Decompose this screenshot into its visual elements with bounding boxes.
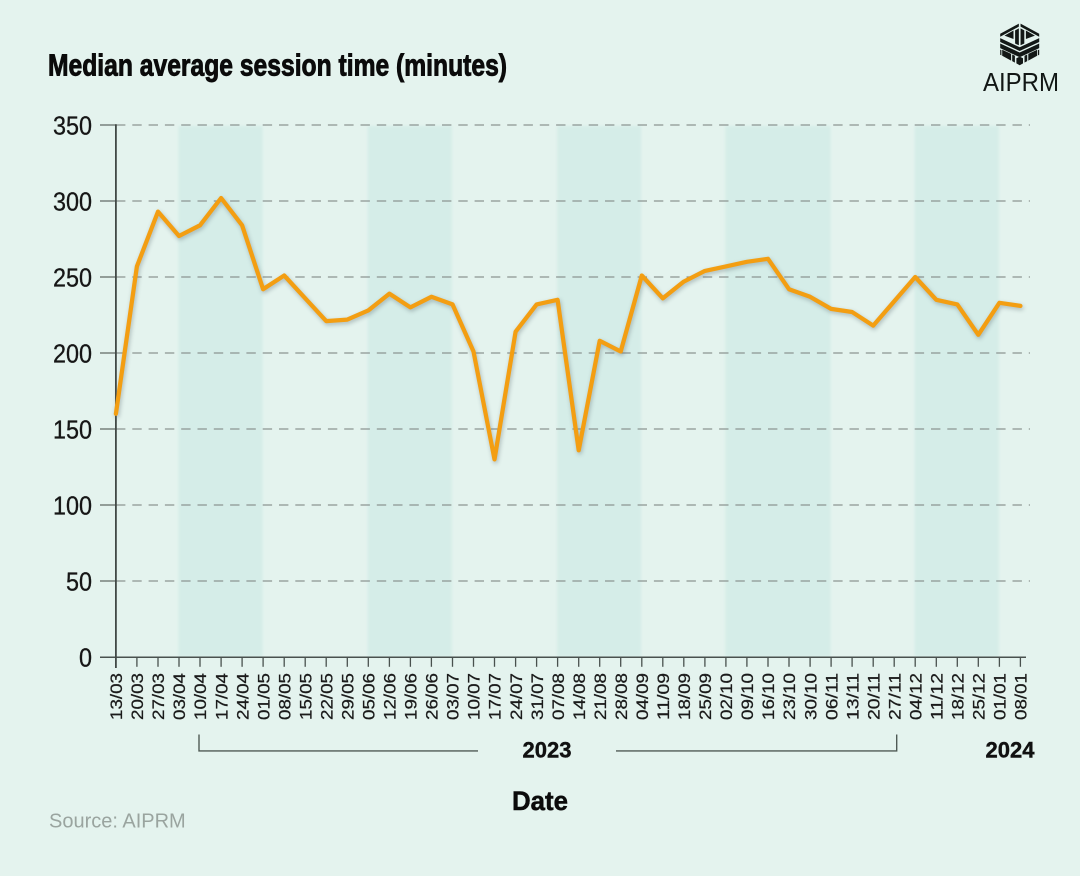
svg-text:250: 250: [53, 263, 92, 293]
svg-text:06/11: 06/11: [822, 673, 841, 720]
svg-text:24/04: 24/04: [233, 673, 252, 720]
svg-text:100: 100: [53, 491, 92, 521]
svg-text:21/08: 21/08: [591, 673, 610, 720]
svg-text:200: 200: [53, 339, 92, 369]
svg-text:25/12: 25/12: [970, 673, 989, 720]
svg-text:22/05: 22/05: [317, 673, 336, 720]
svg-text:350: 350: [53, 111, 92, 141]
svg-text:04/12: 04/12: [906, 673, 925, 720]
svg-text:20/03: 20/03: [128, 673, 147, 720]
svg-text:0: 0: [79, 643, 92, 673]
svg-text:31/07: 31/07: [528, 673, 547, 720]
svg-text:18/12: 18/12: [949, 673, 968, 720]
svg-text:29/05: 29/05: [339, 673, 358, 720]
svg-text:15/05: 15/05: [296, 673, 315, 720]
svg-text:07/08: 07/08: [549, 673, 568, 720]
svg-text:01/01: 01/01: [991, 673, 1010, 720]
svg-text:19/06: 19/06: [402, 673, 421, 720]
svg-text:14/08: 14/08: [570, 673, 589, 720]
svg-text:13/11: 13/11: [843, 673, 862, 720]
svg-text:05/06: 05/06: [360, 673, 379, 720]
svg-text:2023: 2023: [523, 737, 572, 762]
svg-text:300: 300: [53, 187, 92, 217]
svg-text:17/07: 17/07: [486, 673, 505, 720]
svg-text:08/05: 08/05: [275, 673, 294, 720]
svg-text:18/09: 18/09: [675, 673, 694, 720]
svg-text:24/07: 24/07: [507, 673, 526, 720]
svg-text:150: 150: [53, 415, 92, 445]
svg-text:09/10: 09/10: [738, 673, 757, 720]
svg-text:08/01: 08/01: [1012, 673, 1031, 720]
svg-text:25/09: 25/09: [696, 673, 715, 720]
svg-text:20/11: 20/11: [864, 673, 883, 720]
svg-text:16/10: 16/10: [759, 673, 778, 720]
svg-text:01/05: 01/05: [254, 673, 273, 720]
svg-text:13/03: 13/03: [107, 673, 126, 720]
svg-text:12/06: 12/06: [381, 673, 400, 720]
svg-text:11/09: 11/09: [654, 673, 673, 720]
svg-text:10/07: 10/07: [465, 673, 484, 720]
svg-text:02/10: 02/10: [717, 673, 736, 720]
svg-text:2024: 2024: [986, 737, 1036, 762]
svg-text:11/12: 11/12: [928, 673, 947, 720]
svg-text:10/04: 10/04: [191, 673, 210, 720]
svg-text:04/09: 04/09: [633, 673, 652, 720]
svg-text:03/07: 03/07: [444, 673, 463, 720]
svg-text:27/11: 27/11: [885, 673, 904, 720]
svg-text:23/10: 23/10: [780, 673, 799, 720]
svg-text:03/04: 03/04: [170, 673, 189, 720]
svg-text:28/08: 28/08: [612, 673, 631, 720]
svg-text:Source: AIPRM: Source: AIPRM: [49, 811, 186, 833]
svg-text:30/10: 30/10: [801, 673, 820, 720]
svg-text:26/06: 26/06: [423, 673, 442, 720]
svg-text:Median average session time (m: Median average session time (minutes): [48, 48, 507, 83]
svg-text:17/04: 17/04: [212, 673, 231, 720]
svg-text:27/03: 27/03: [149, 673, 168, 720]
svg-text:AIPRM: AIPRM: [983, 67, 1059, 97]
svg-text:50: 50: [66, 567, 92, 597]
svg-text:Date: Date: [512, 786, 568, 816]
